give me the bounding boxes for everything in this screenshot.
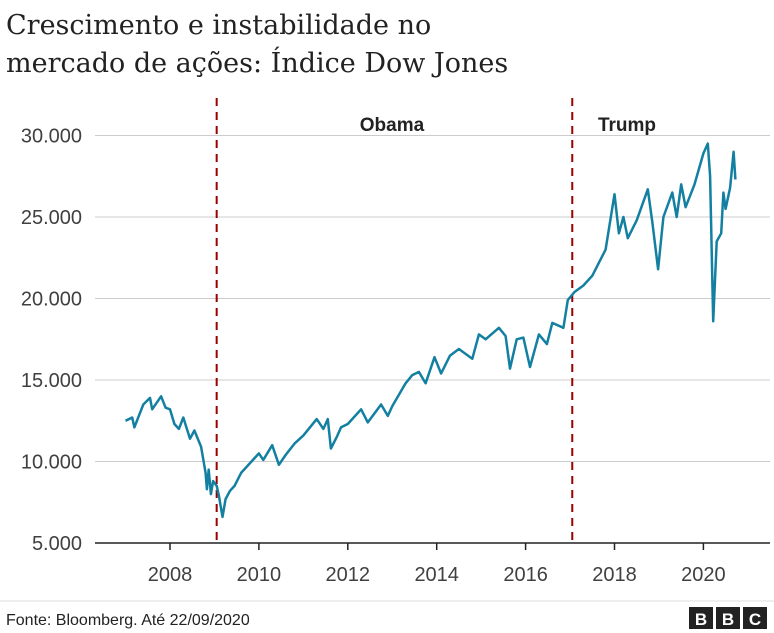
svg-text:C: C: [749, 610, 761, 629]
annotation-trump: Trump: [598, 115, 656, 136]
x-tick-label: 2016: [503, 564, 548, 586]
annotation-obama: Obama: [360, 115, 425, 136]
svg-text:B: B: [695, 610, 707, 629]
y-tick-label: 10.000: [21, 452, 82, 474]
svg-text:B: B: [722, 610, 734, 629]
y-tick-label: 30.000: [21, 126, 82, 148]
x-tick-label: 2014: [414, 564, 459, 586]
chart-title-line-2: mercado de ações: Índice Dow Jones: [6, 46, 508, 79]
y-tick-label: 25.000: [21, 207, 82, 229]
source-note: Fonte: Bloomberg. Até 22/09/2020: [6, 612, 250, 629]
dow-jones-line: [124, 142, 737, 519]
x-tick-label: 2020: [681, 564, 726, 586]
y-tick-label: 20.000: [21, 289, 82, 311]
bbc-logo: B B C: [689, 607, 767, 629]
x-tick-label: 2018: [592, 564, 637, 586]
chart-title-line-1: Crescimento e instabilidade no: [6, 10, 431, 41]
y-tick-label: 15.000: [21, 370, 82, 392]
x-tick-label: 2008: [148, 564, 193, 586]
y-tick-label: 5.000: [32, 533, 82, 555]
x-tick-label: 2012: [326, 564, 371, 586]
x-tick-label: 2010: [237, 564, 282, 586]
